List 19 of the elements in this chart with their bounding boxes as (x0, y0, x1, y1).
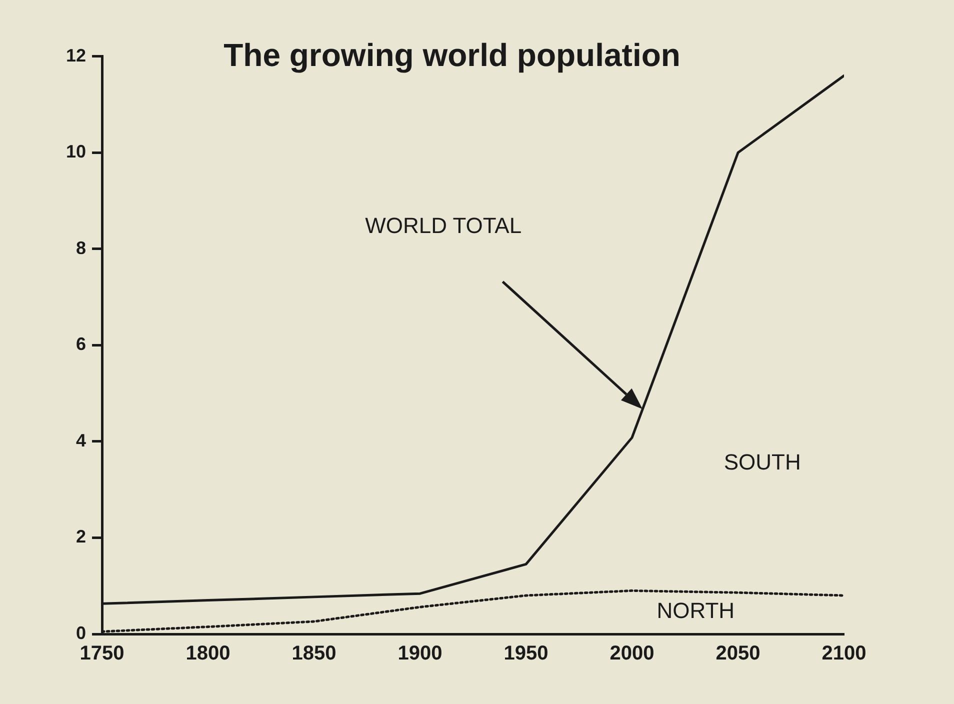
y-tick-label: 6 (76, 334, 86, 354)
x-tick-label: 1750 (80, 642, 124, 665)
y-tick-label: 10 (66, 142, 86, 162)
x-tick-label: 2100 (822, 642, 866, 665)
y-tick-label: 4 (76, 430, 86, 450)
x-tick-label: 2000 (610, 642, 654, 665)
x-tick-label: 1950 (504, 642, 548, 665)
chart-title: The growing world population (224, 37, 680, 74)
y-tick-label: 0 (76, 622, 86, 643)
annotation: NORTH (656, 598, 735, 624)
annotation: WORLD TOTAL (365, 212, 522, 238)
x-tick-label: 1850 (292, 642, 336, 665)
x-tick-label: 1900 (398, 642, 442, 665)
x-tick-label: 1800 (186, 642, 230, 665)
y-tick-label: 8 (76, 238, 86, 258)
annotation: SOUTH (724, 450, 801, 475)
y-tick-label: 12 (66, 45, 86, 66)
x-tick-label: 2050 (716, 642, 760, 665)
y-tick-label: 2 (76, 526, 86, 547)
